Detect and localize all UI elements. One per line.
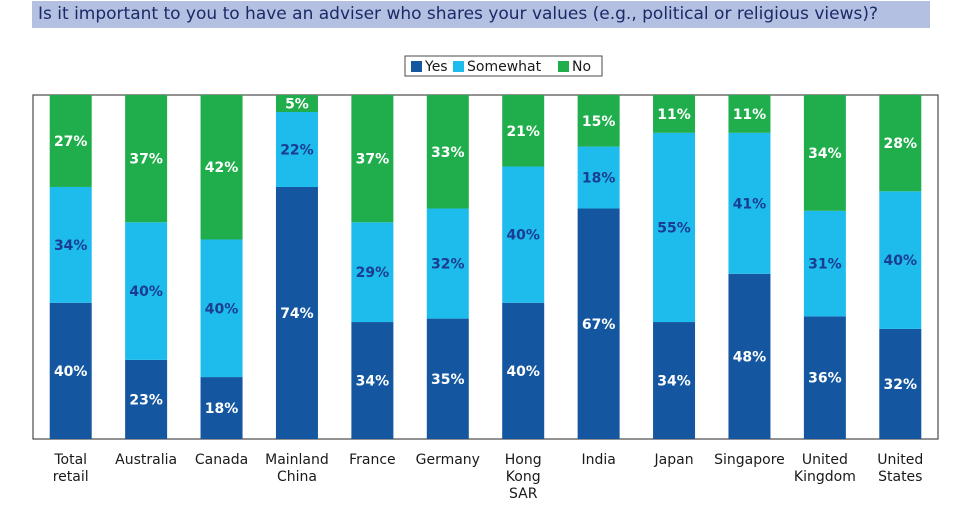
bar-segment-no [426, 95, 469, 209]
bar-segment-yes [125, 359, 168, 439]
data-label-somewhat: 40% [884, 253, 918, 269]
category-label: Japan [654, 452, 694, 468]
data-label-yes: 67% [582, 317, 616, 333]
bar-segment-no [879, 95, 922, 192]
data-label-no: 5% [285, 97, 309, 113]
data-label-yes: 23% [129, 392, 163, 408]
bar-segment-yes [426, 318, 469, 439]
data-label-somewhat: 41% [733, 196, 767, 212]
data-label-yes: 74% [280, 306, 314, 322]
bar-segment-somewhat [426, 208, 469, 319]
data-label-somewhat: 18% [582, 171, 616, 187]
bar-segment-yes [728, 273, 771, 439]
category-label: Total retail [53, 452, 89, 485]
category-label: Canada [195, 452, 248, 468]
bar-segment-no [49, 95, 92, 187]
data-label-yes: 18% [205, 401, 239, 417]
bar-segment-yes [803, 316, 846, 439]
data-label-somewhat: 32% [431, 257, 465, 273]
bar-segment-somewhat [728, 132, 771, 274]
bar-segment-somewhat [502, 166, 545, 303]
bar-segment-somewhat [49, 186, 92, 303]
category-label: Germany [416, 452, 480, 468]
bar-segment-no [502, 95, 545, 167]
bar-segment-no [653, 95, 696, 133]
bar-segment-yes [49, 302, 92, 439]
bar-segment-yes [577, 208, 620, 439]
data-label-no: 15% [582, 114, 616, 130]
data-label-somewhat: 40% [129, 284, 163, 300]
data-label-no: 21% [506, 124, 540, 140]
data-label-somewhat: 40% [506, 228, 540, 244]
category-label: Hong Kong SAR [505, 452, 542, 502]
bar-segment-somewhat [803, 210, 846, 317]
bar-segment-yes [275, 186, 318, 439]
bar-segment-somewhat [125, 222, 168, 360]
bar-segment-no [577, 95, 620, 147]
data-label-no: 42% [205, 160, 239, 176]
bar-segment-yes [653, 322, 696, 439]
bar-segment-no [200, 95, 243, 240]
category-label: Australia [115, 452, 177, 468]
legend-label-yes: Yes [424, 59, 448, 75]
bar-segment-no [803, 95, 846, 211]
legend-swatch-somewhat [453, 61, 464, 72]
bar-segment-somewhat [200, 239, 243, 378]
data-label-no: 33% [431, 145, 465, 161]
bar-segment-yes [502, 302, 545, 439]
data-label-yes: 32% [884, 377, 918, 393]
data-label-yes: 48% [733, 349, 767, 365]
category-label: Mainland China [265, 452, 329, 485]
data-label-yes: 35% [431, 372, 465, 388]
bar-segment-no [351, 95, 394, 223]
category-label: France [349, 452, 396, 468]
data-label-no: 11% [733, 107, 767, 123]
data-label-somewhat: 31% [808, 257, 842, 273]
data-label-somewhat: 22% [280, 142, 314, 158]
bar-segment-no [728, 95, 771, 133]
legend-swatch-no [558, 61, 569, 72]
data-label-no: 27% [54, 134, 88, 150]
legend-swatch-yes [411, 61, 422, 72]
bar-segment-yes [351, 322, 394, 439]
category-label: United Kingdom [794, 452, 856, 485]
bar-segment-somewhat [653, 132, 696, 323]
category-label: United States [877, 452, 923, 485]
bar-segment-no [275, 95, 318, 113]
bar-segment-no [125, 95, 168, 223]
legend-label-no: No [572, 59, 591, 75]
data-label-yes: 40% [54, 364, 88, 380]
legend-label-somewhat: Somewhat [467, 59, 542, 75]
bar-segment-somewhat [351, 222, 394, 323]
data-label-yes: 34% [657, 374, 691, 390]
bar-segment-somewhat [879, 191, 922, 329]
data-label-somewhat: 29% [356, 265, 390, 281]
data-label-no: 11% [657, 107, 691, 123]
data-label-yes: 40% [506, 364, 540, 380]
bar-segment-yes [879, 328, 922, 439]
data-label-no: 28% [884, 136, 918, 152]
plot-frame [32, 94, 939, 440]
data-label-somewhat: 40% [205, 301, 239, 317]
bar-segment-somewhat [577, 146, 620, 209]
chart-title: Is it important to you to have an advise… [32, 1, 930, 28]
data-label-yes: 34% [356, 374, 390, 390]
bar-segment-yes [200, 377, 243, 439]
data-label-somewhat: 55% [657, 220, 691, 236]
data-label-no: 37% [356, 152, 390, 168]
data-label-yes: 36% [808, 371, 842, 387]
category-label: Singapore [714, 452, 785, 468]
category-label: India [581, 452, 615, 468]
data-label-somewhat: 34% [54, 238, 88, 254]
data-label-no: 34% [808, 146, 842, 162]
data-label-no: 37% [129, 152, 163, 168]
bar-segment-somewhat [275, 112, 318, 187]
